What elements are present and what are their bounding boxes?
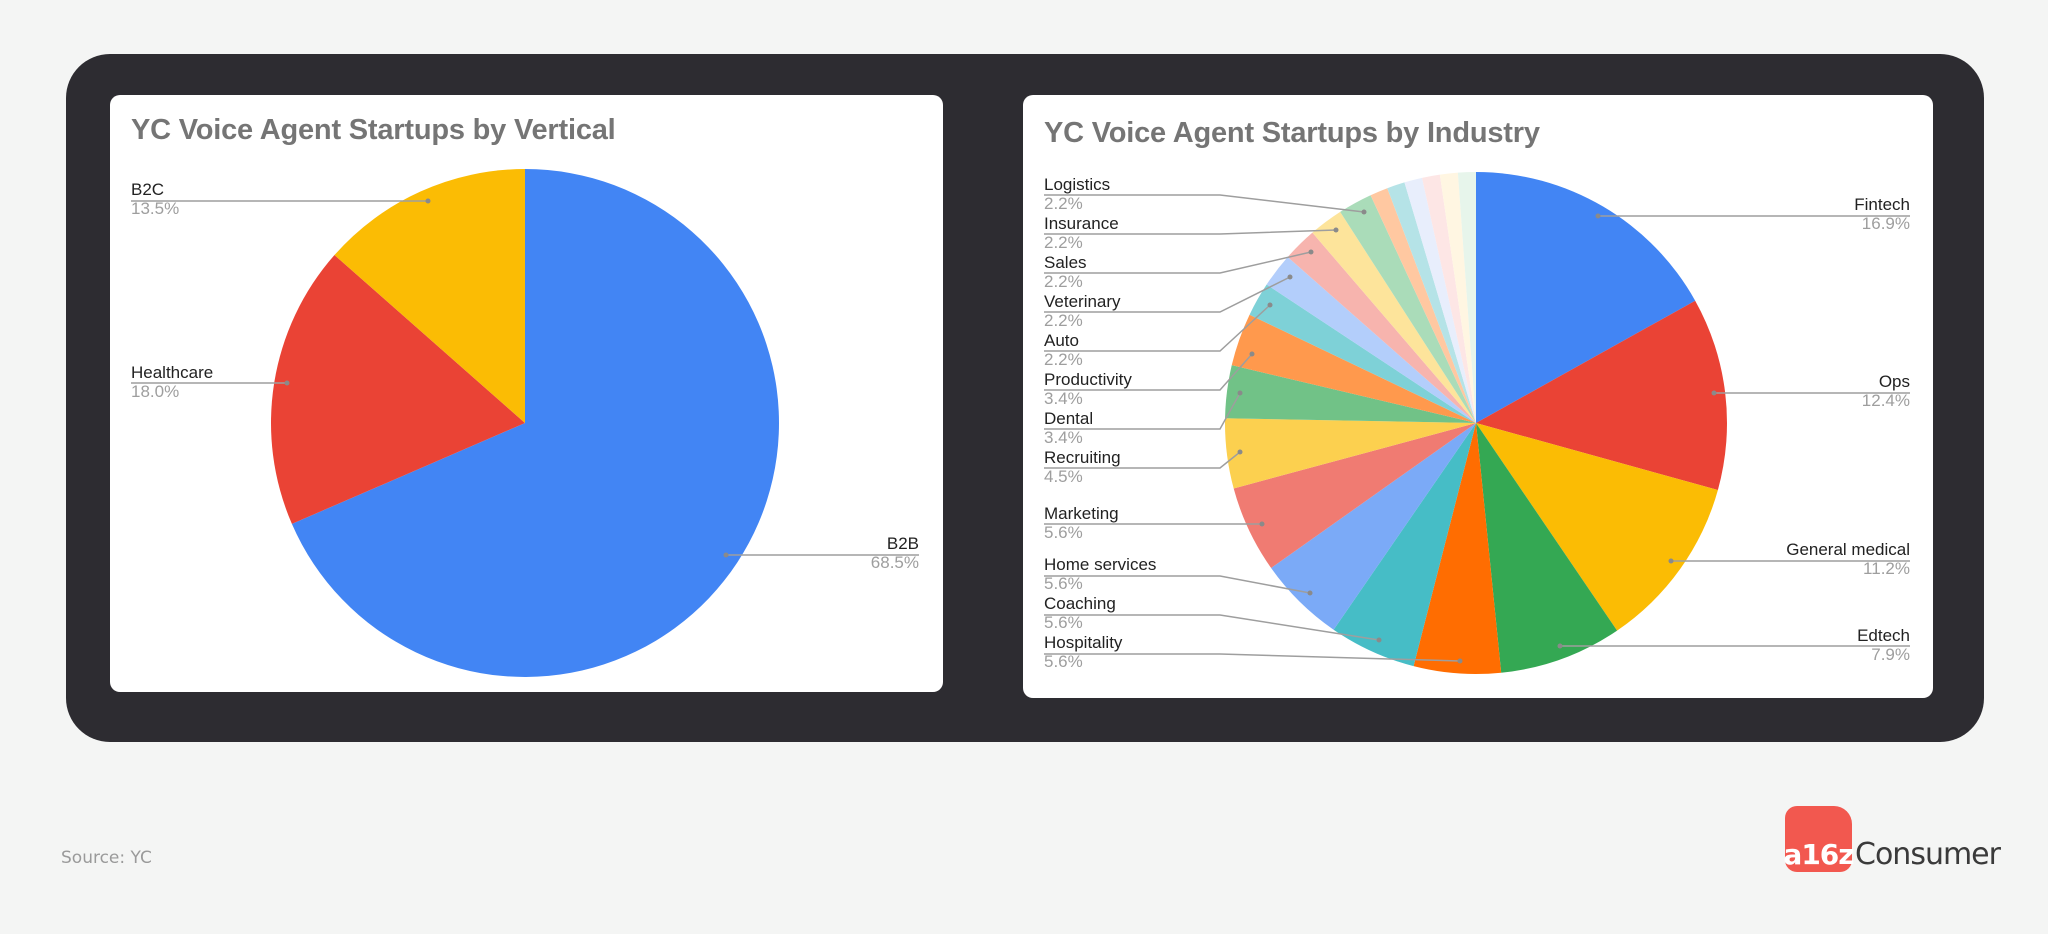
label-insurance: Insurance 2.2% [1044,214,1119,252]
leader-line [1044,614,1380,641]
leader-dot [1237,390,1243,396]
label-hospitality: Hospitality 5.6% [1044,633,1123,671]
leader-dot [425,198,431,204]
label-recruiting: Recruiting 4.5% [1044,448,1121,486]
leader-dot [1557,643,1563,649]
leader-line [1044,653,1461,662]
chart-title: YC Voice Agent Startups by Vertical [131,114,616,146]
leader-line [1044,194,1365,213]
leader-line [1044,353,1253,391]
leader-dot [284,380,290,386]
label-coaching: Coaching 5.6% [1044,594,1116,632]
label-general-medical: General medical 11.2% [1786,540,1910,578]
pie-slice [1224,418,1476,489]
pie-slice [271,255,525,524]
leader-dot [1361,209,1367,215]
label-home-services: Home services 5.6% [1044,555,1157,593]
label-veterinary: Veterinary 2.2% [1044,292,1121,330]
pie-slice [1476,423,1718,631]
pie-slice [1422,174,1476,423]
label-b2b: B2B 68.5% [870,534,919,572]
pie-slice [1340,195,1476,423]
label-auto: Auto 2.2% [1044,331,1083,369]
leader-line [1044,276,1291,313]
leader-dot [1249,351,1255,357]
leader-dot [1333,227,1339,233]
pie-slice [1404,177,1476,423]
leader-dot [1267,302,1273,308]
pie-slice [1233,423,1476,568]
pie-slice [1476,172,1696,423]
leader-dot [1287,274,1293,280]
leader-dot [1376,637,1382,643]
leader-line [1044,575,1311,594]
a16z-consumer-logo: a16z Consumer [1783,806,2001,872]
leader-dot [723,552,729,558]
leader-line [1044,251,1312,274]
pie-slice [1249,284,1476,423]
label-ops: Ops 12.4% [1861,372,1910,410]
leader-dot [1668,558,1674,564]
pie-slice [1231,314,1476,423]
label-healthcare: Healthcare 18.0% [131,363,214,401]
label-dental: Dental 3.4% [1044,409,1094,447]
leader-line [1044,451,1241,469]
pie-slice [1271,423,1476,630]
pie-slice [1287,232,1476,423]
source-note: Source: YC [61,848,152,868]
leader-line [1044,392,1241,430]
pie-slice [1266,257,1476,423]
leader-dot [1711,390,1717,396]
pie-slice [1225,365,1476,423]
label-productivity: Productivity 3.4% [1044,370,1132,408]
label-fintech: Fintech 16.9% [1854,195,1910,233]
leader-dot [1457,658,1463,664]
pie-slice [291,169,779,677]
label-b2c: B2C 13.5% [131,180,180,218]
leader-dot [1307,590,1313,596]
label-marketing: Marketing 5.6% [1044,504,1119,542]
label-sales: Sales 2.2% [1044,253,1087,291]
leader-dot [1595,213,1601,219]
leader-dot [1259,521,1265,527]
pie-slice [1439,172,1476,423]
label-edtech: Edtech 7.9% [1857,626,1910,664]
logo-badge: a16z [1783,806,1855,872]
leader-line [1044,229,1337,235]
pie-slice [1476,300,1727,490]
pie-slice [1312,211,1476,423]
leader-dot [1237,449,1243,455]
pie-slice [1457,172,1476,423]
pie-slice [1476,423,1618,673]
pie-slice [334,169,525,423]
pie-slice [1370,188,1476,423]
pie-slice [1413,423,1502,674]
chart-title: YC Voice Agent Startups by Industry [1044,117,1540,149]
leader-dot [1308,249,1314,255]
leader-line [1044,304,1271,352]
pie-slice [1387,182,1476,423]
pie-slice [1333,423,1476,667]
label-logistics: Logistics 2.2% [1044,175,1111,213]
